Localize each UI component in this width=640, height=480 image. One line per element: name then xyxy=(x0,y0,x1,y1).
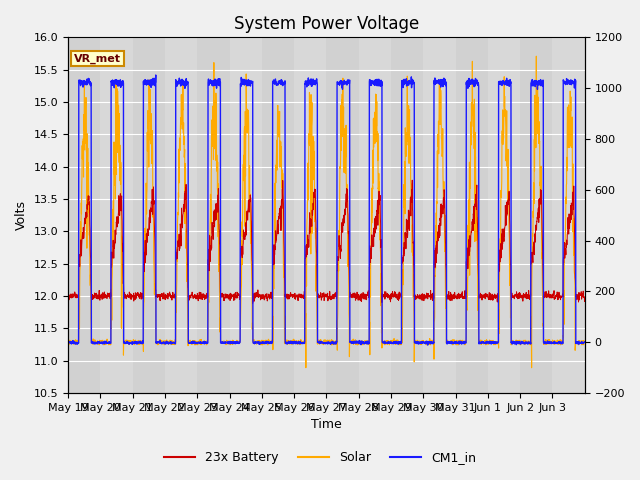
Bar xyxy=(294,37,326,393)
Bar xyxy=(197,37,230,393)
Title: System Power Voltage: System Power Voltage xyxy=(234,15,419,33)
Bar xyxy=(552,37,585,393)
X-axis label: Time: Time xyxy=(311,419,342,432)
Bar xyxy=(488,37,520,393)
Bar xyxy=(68,37,100,393)
Bar xyxy=(456,37,488,393)
Bar xyxy=(100,37,132,393)
Bar xyxy=(358,37,391,393)
Bar xyxy=(132,37,165,393)
Bar xyxy=(391,37,423,393)
Bar xyxy=(423,37,456,393)
Bar xyxy=(230,37,262,393)
Bar xyxy=(262,37,294,393)
Bar xyxy=(165,37,197,393)
Legend: 23x Battery, Solar, CM1_in: 23x Battery, Solar, CM1_in xyxy=(159,446,481,469)
Y-axis label: Volts: Volts xyxy=(15,200,28,230)
Bar xyxy=(326,37,358,393)
Bar xyxy=(520,37,552,393)
Text: VR_met: VR_met xyxy=(74,53,121,64)
